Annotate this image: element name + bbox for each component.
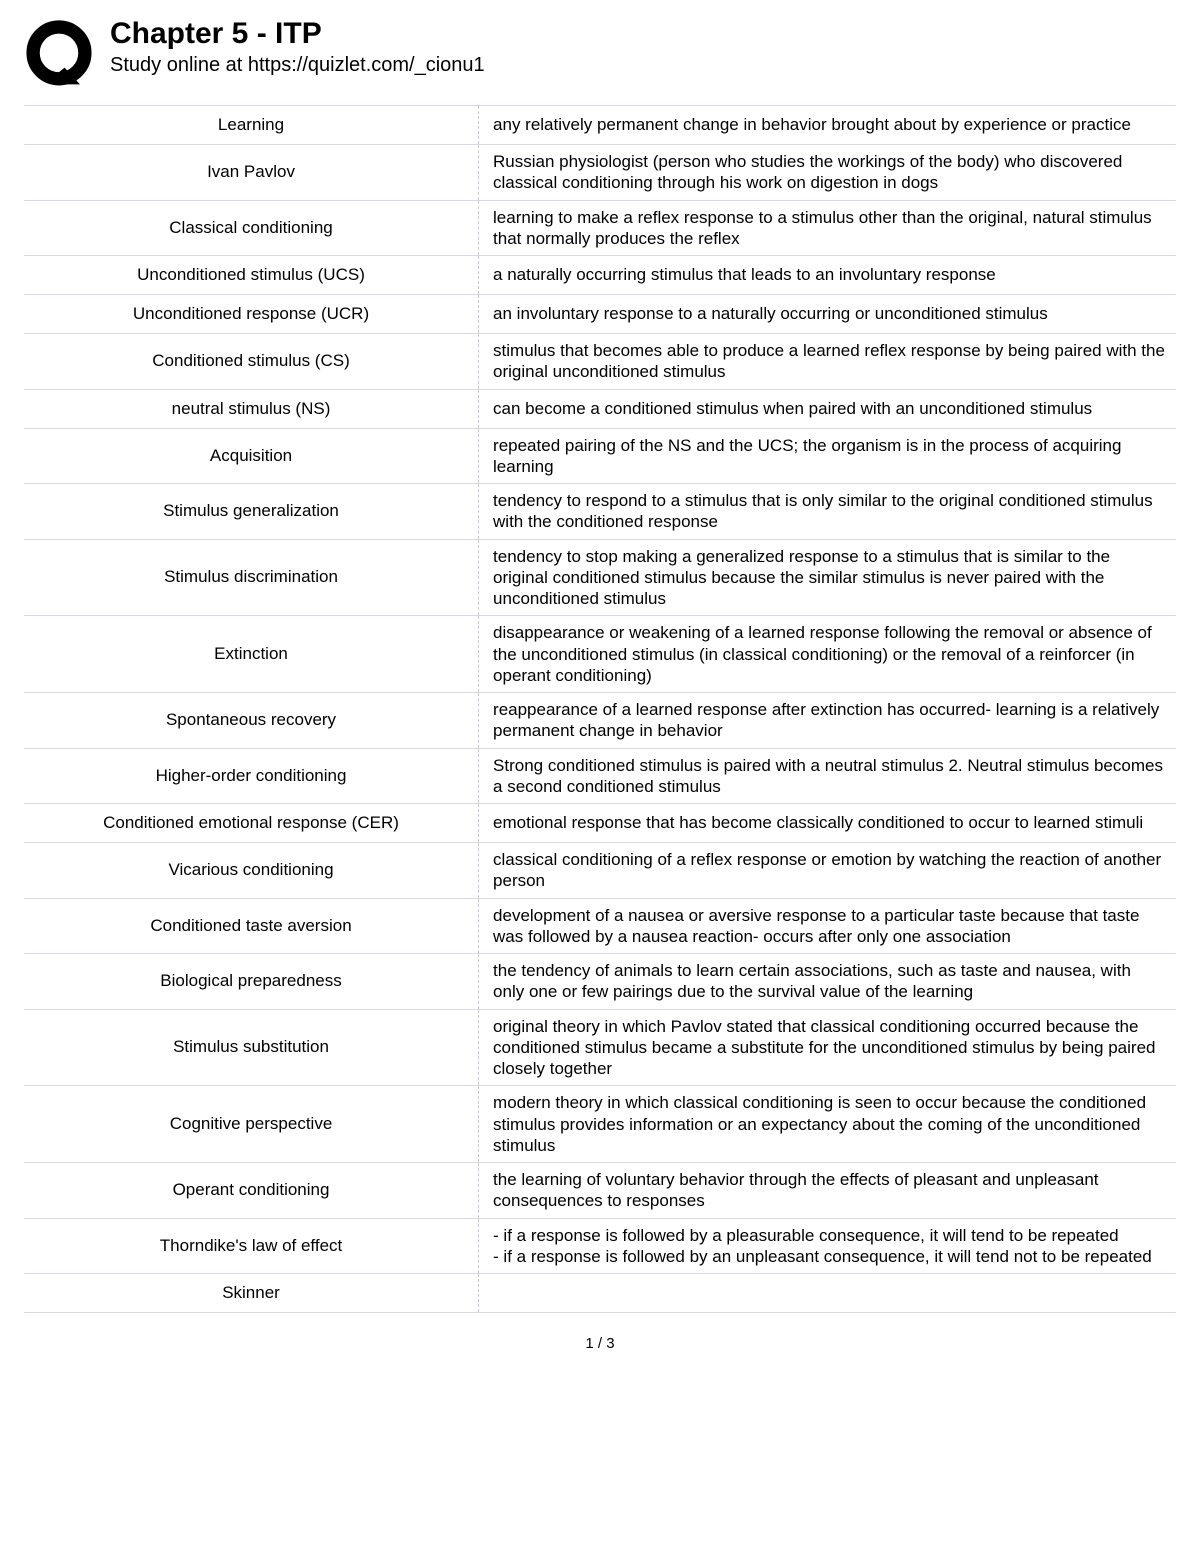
definition-cell: Strong conditioned stimulus is paired wi… [479,749,1176,804]
term-cell: Biological preparedness [24,954,479,1009]
definition-cell: tendency to respond to a stimulus that i… [479,484,1176,539]
definition-cell: a naturally occurring stimulus that lead… [479,256,1176,294]
term-cell: Learning [24,106,479,144]
table-row: Unconditioned stimulus (UCS)a naturally … [24,256,1176,295]
term-cell: Cognitive perspective [24,1086,479,1162]
table-row: Cognitive perspectivemodern theory in wh… [24,1086,1176,1163]
definition-cell: any relatively permanent change in behav… [479,106,1176,144]
table-row: Conditioned taste aversiondevelopment of… [24,899,1176,955]
term-cell: Skinner [24,1274,479,1312]
table-row: Learningany relatively permanent change … [24,105,1176,145]
table-row: Operant conditioningthe learning of volu… [24,1163,1176,1219]
definition-cell [479,1274,1176,1312]
term-cell: Vicarious conditioning [24,843,479,898]
table-row: Biological preparednessthe tendency of a… [24,954,1176,1010]
table-row: neutral stimulus (NS)can become a condit… [24,390,1176,429]
definition-cell: reappearance of a learned response after… [479,693,1176,748]
table-row: Acquisitionrepeated pairing of the NS an… [24,429,1176,485]
definition-cell: the learning of voluntary behavior throu… [479,1163,1176,1218]
term-cell: Extinction [24,616,479,692]
table-row: Classical conditioninglearning to make a… [24,201,1176,257]
definition-cell: repeated pairing of the NS and the UCS; … [479,429,1176,484]
table-row: Conditioned emotional response (CER)emot… [24,804,1176,843]
table-row: Ivan PavlovRussian physiologist (person … [24,145,1176,201]
table-row: Skinner [24,1274,1176,1313]
page-subtitle: Study online at https://quizlet.com/_cio… [110,54,485,77]
term-cell: Unconditioned response (UCR) [24,295,479,333]
table-row: Spontaneous recoveryreappearance of a le… [24,693,1176,749]
term-cell: Ivan Pavlov [24,145,479,200]
definition-cell: learning to make a reflex response to a … [479,201,1176,256]
page-indicator: 1 / 3 [24,1335,1176,1352]
definition-cell: original theory in which Pavlov stated t… [479,1010,1176,1086]
term-cell: Higher-order conditioning [24,749,479,804]
table-row: Higher-order conditioningStrong conditio… [24,749,1176,805]
definition-cell: Russian physiologist (person who studies… [479,145,1176,200]
table-row: Vicarious conditioningclassical conditio… [24,843,1176,899]
table-row: Stimulus substitutionoriginal theory in … [24,1010,1176,1087]
table-row: Stimulus generalizationtendency to respo… [24,484,1176,540]
definition-cell: classical conditioning of a reflex respo… [479,843,1176,898]
term-cell: Acquisition [24,429,479,484]
page-header: Chapter 5 - ITP Study online at https://… [24,10,1176,95]
page-title: Chapter 5 - ITP [110,16,485,52]
table-row: Conditioned stimulus (CS)stimulus that b… [24,334,1176,390]
term-cell: Thorndike's law of effect [24,1219,479,1274]
definition-cell: - if a response is followed by a pleasur… [479,1219,1176,1274]
terms-table: Learningany relatively permanent change … [24,105,1176,1313]
table-row: Unconditioned response (UCR)an involunta… [24,295,1176,334]
term-cell: Operant conditioning [24,1163,479,1218]
term-cell: Stimulus discrimination [24,540,479,616]
definition-cell: stimulus that becomes able to produce a … [479,334,1176,389]
term-cell: neutral stimulus (NS) [24,390,479,428]
term-cell: Stimulus generalization [24,484,479,539]
term-cell: Conditioned taste aversion [24,899,479,954]
definition-cell: can become a conditioned stimulus when p… [479,390,1176,428]
table-row: Stimulus discriminationtendency to stop … [24,540,1176,617]
table-row: Extinctiondisappearance or weakening of … [24,616,1176,693]
table-row: Thorndike's law of effect- if a response… [24,1219,1176,1275]
term-cell: Conditioned stimulus (CS) [24,334,479,389]
definition-cell: an involuntary response to a naturally o… [479,295,1176,333]
term-cell: Unconditioned stimulus (UCS) [24,256,479,294]
term-cell: Conditioned emotional response (CER) [24,804,479,842]
definition-cell: the tendency of animals to learn certain… [479,954,1176,1009]
definition-cell: modern theory in which classical conditi… [479,1086,1176,1162]
definition-cell: emotional response that has become class… [479,804,1176,842]
definition-cell: development of a nausea or aversive resp… [479,899,1176,954]
term-cell: Classical conditioning [24,201,479,256]
definition-cell: tendency to stop making a generalized re… [479,540,1176,616]
term-cell: Spontaneous recovery [24,693,479,748]
definition-cell: disappearance or weakening of a learned … [479,616,1176,692]
term-cell: Stimulus substitution [24,1010,479,1086]
quizlet-logo-icon [24,16,94,95]
